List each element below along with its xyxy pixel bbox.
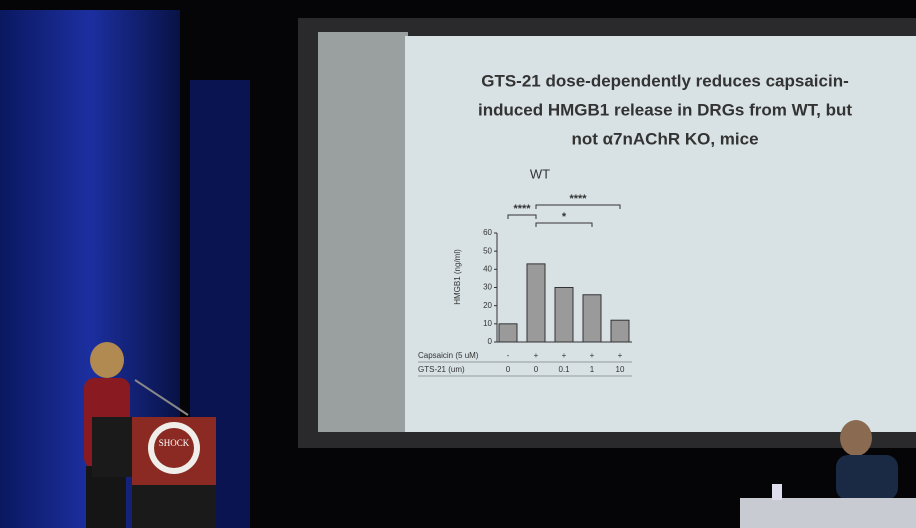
person-head (840, 420, 872, 456)
presenter-head (90, 342, 124, 378)
y-tick-label: 30 (483, 283, 492, 292)
podium-side (92, 417, 132, 477)
significance-bracket (535, 204, 621, 209)
x-row-value: 1 (590, 365, 595, 374)
bar (498, 323, 518, 343)
x-row-value: + (590, 351, 595, 360)
podium-logo (154, 428, 194, 468)
y-tick-label: 0 (488, 337, 493, 346)
significance-label: **** (513, 203, 531, 215)
bar (554, 287, 574, 343)
logo-text: SHOCK (159, 438, 190, 448)
slide-title: induced HMGB1 release in DRGs from WT, b… (478, 100, 852, 119)
y-tick-label: 10 (483, 319, 492, 328)
x-row-value: + (534, 351, 539, 360)
y-tick-label: 20 (483, 301, 492, 310)
slide-title: not α7nAChR KO, mice (571, 129, 758, 148)
bottle (772, 484, 782, 500)
screen-edge (318, 32, 408, 432)
x-row-value: 0 (506, 365, 511, 374)
bar (582, 294, 602, 343)
significance-label: * (562, 211, 567, 223)
x-row-value: - (507, 351, 510, 360)
slide-title: GTS-21 dose-dependently reduces capsaici… (481, 71, 849, 90)
x-row-value: 0.1 (558, 365, 570, 374)
significance-bracket (535, 222, 593, 227)
table (740, 498, 916, 528)
slide (405, 36, 916, 432)
subtitle: WT (530, 166, 550, 181)
microphone (134, 379, 189, 416)
y-tick-label: 60 (483, 228, 492, 237)
y-axis-label: HMGB1 (ng/ml) (453, 249, 462, 305)
bar (610, 319, 630, 343)
y-tick-label: 40 (483, 264, 492, 273)
x-row-value: + (618, 351, 623, 360)
x-row-value: + (562, 351, 567, 360)
x-row-label: Capsaicin (5 uM) (418, 351, 479, 360)
bar (526, 263, 546, 343)
x-row-value: 10 (616, 365, 625, 374)
podium-base (132, 485, 216, 528)
person-body (836, 455, 898, 500)
significance-label: **** (569, 193, 587, 205)
x-row-value: 0 (534, 365, 539, 374)
x-row-label: GTS-21 (um) (418, 365, 465, 374)
significance-bracket (507, 214, 537, 219)
y-tick-label: 50 (483, 246, 492, 255)
